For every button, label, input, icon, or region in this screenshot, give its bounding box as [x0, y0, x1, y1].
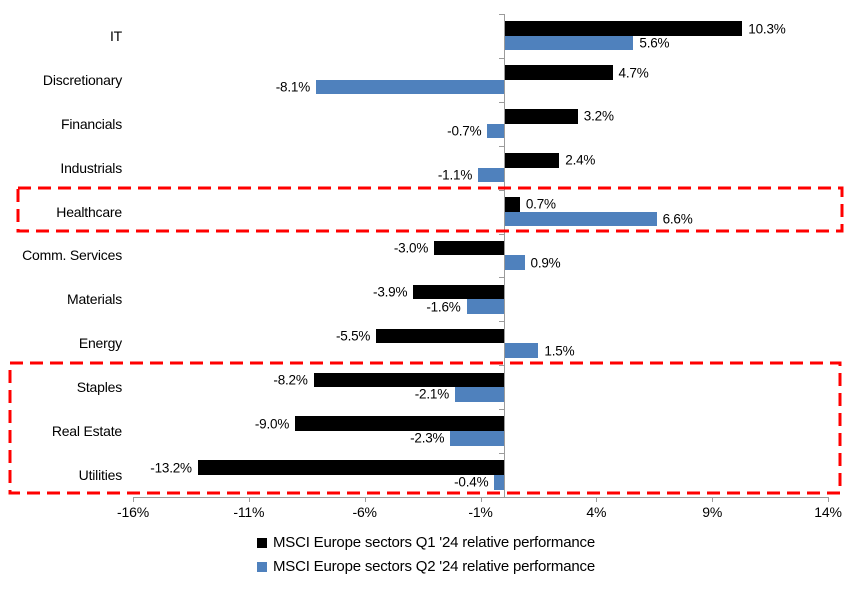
y-tick-mark [498, 57, 504, 59]
bar-value-label: 5.6% [639, 35, 670, 51]
bar-value-label: -3.0% [393, 240, 429, 256]
y-tick-mark [498, 497, 504, 498]
bar-q2-materials [466, 299, 504, 314]
bar-value-label: 10.3% [748, 21, 786, 37]
legend: MSCI Europe sectors Q1 '24 relative perf… [0, 534, 852, 575]
x-tick-label: -1% [468, 504, 493, 520]
bar-q2-healthcare [503, 211, 657, 227]
category-label-energy: Energy [78, 335, 122, 352]
x-tick-mark [596, 497, 598, 502]
bar-value-label: -8.2% [273, 372, 308, 388]
bar-q1-comm-services [434, 240, 504, 256]
category-label-comm-services: Comm. Services [22, 247, 122, 264]
x-tick-mark [828, 497, 829, 502]
category-label-financials: Financials [60, 115, 122, 132]
bar-value-label: 0.7% [525, 196, 556, 212]
legend-swatch-q1-icon [257, 537, 268, 548]
x-tick-label: -6% [352, 504, 377, 520]
category-label-staples: Staples [76, 379, 122, 396]
bar-value-label: -13.2% [150, 460, 192, 476]
bar-value-label: 4.7% [618, 65, 649, 80]
bar-q2-it [503, 35, 634, 51]
x-tick-mark [712, 497, 714, 502]
bar-value-label: -1.1% [437, 167, 473, 183]
bar-value-label: -2.3% [410, 430, 445, 446]
category-label-materials: Materials [67, 291, 122, 308]
bar-q1-financials [503, 109, 578, 124]
x-tick-label: 4% [586, 504, 607, 520]
bar-value-label: -0.7% [447, 123, 482, 139]
bar-q2-industrials [478, 167, 504, 183]
bar-q2-discretionary [316, 79, 504, 95]
bar-q2-staples [455, 387, 504, 402]
bar-value-label: -9.0% [254, 416, 290, 432]
y-tick-mark [498, 145, 504, 147]
bar-q1-healthcare [503, 196, 520, 212]
bar-value-label: -3.9% [373, 284, 408, 300]
x-tick-label: -16% [117, 504, 149, 520]
x-tick-mark [364, 497, 366, 502]
x-tick-label: 14% [814, 504, 842, 520]
y-tick-mark [498, 277, 504, 279]
legend-item-q1: MSCI Europe sectors Q1 '24 relative perf… [257, 534, 595, 551]
y-axis [503, 14, 505, 497]
bar-q2-energy [503, 343, 539, 358]
y-tick-mark [498, 14, 504, 15]
bar-q1-materials [413, 284, 504, 300]
bar-q2-utilities [494, 474, 504, 490]
bar-value-label: 2.4% [565, 152, 596, 168]
bar-value-label: -2.1% [414, 386, 450, 402]
category-label-healthcare: Healthcare [56, 203, 122, 220]
bar-q1-staples [313, 372, 504, 388]
bar-q1-it [503, 21, 743, 36]
bar-value-label: 0.9% [530, 255, 561, 271]
y-tick-mark [498, 101, 504, 103]
y-tick-mark [498, 189, 504, 191]
bar-q1-industrials [503, 153, 560, 168]
bar-q1-discretionary [503, 65, 613, 80]
highlight-box-healthcare [16, 186, 844, 233]
x-tick-mark [480, 497, 482, 502]
bar-value-label: -1.6% [426, 299, 461, 315]
bar-value-label: -0.4% [454, 474, 489, 490]
legend-label-q2: MSCI Europe sectors Q2 '24 relative perf… [273, 558, 595, 575]
bar-value-label: -5.5% [335, 328, 371, 344]
bar-value-label: -8.1% [275, 79, 311, 95]
legend-swatch-q2-icon [257, 561, 268, 572]
x-tick-mark [248, 497, 250, 502]
y-tick-mark [498, 453, 504, 455]
x-tick-label: -11% [233, 504, 265, 520]
bar-q2-financials [487, 123, 504, 139]
x-tick-mark [133, 497, 134, 502]
y-tick-mark [498, 365, 504, 367]
bar-value-label: 3.2% [583, 108, 614, 124]
category-label-utilities: Utilities [78, 467, 123, 484]
bar-q2-comm-services [503, 255, 525, 271]
category-label-discretionary: Discretionary [42, 71, 122, 88]
y-tick-mark [498, 409, 504, 411]
bar-value-label: 1.5% [544, 343, 575, 359]
y-tick-mark [498, 233, 504, 235]
bar-q2-real-estate [450, 431, 504, 446]
bar-q1-utilities [197, 460, 504, 475]
category-label-real-estate: Real Estate [51, 423, 122, 440]
bar-q1-real-estate [295, 416, 504, 432]
x-tick-label: 9% [702, 504, 723, 520]
category-label-it: IT [109, 27, 122, 44]
legend-label-q1: MSCI Europe sectors Q1 '24 relative perf… [273, 534, 595, 551]
y-tick-mark [498, 321, 504, 323]
legend-item-q2: MSCI Europe sectors Q2 '24 relative perf… [257, 558, 595, 575]
bar-value-label: 6.6% [662, 211, 693, 227]
bar-q1-energy [376, 328, 504, 344]
category-label-industrials: Industrials [60, 159, 122, 176]
